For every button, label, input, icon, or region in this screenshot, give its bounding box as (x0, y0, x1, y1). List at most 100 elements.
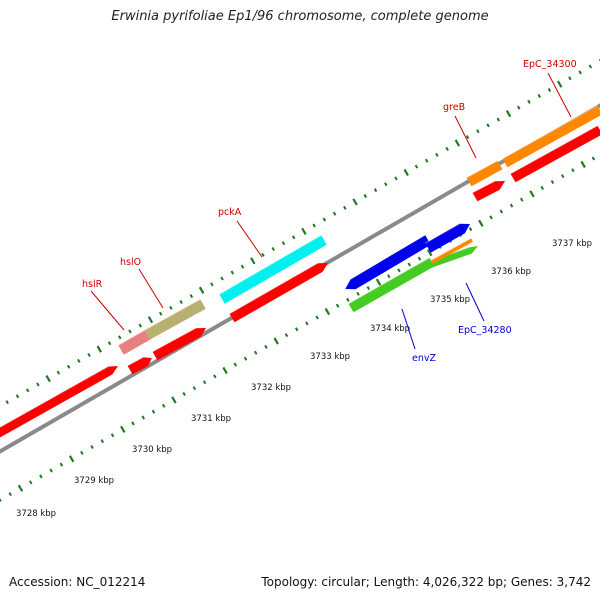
major-tick (505, 110, 512, 118)
major-tick (45, 374, 51, 383)
genome-summary-text: Topology: circular; Length: 4,026,322 bp… (261, 575, 591, 589)
major-tick (68, 455, 75, 463)
gene-label-EpC_34300: EpC_34300 (523, 59, 577, 70)
minor-tick (547, 88, 552, 93)
minor-tick (476, 129, 480, 134)
cds-arrow (510, 125, 600, 183)
leader-line-hslO (138, 268, 164, 309)
major-tick (478, 219, 484, 227)
minor-tick (445, 146, 449, 151)
minor-tick (5, 400, 9, 405)
minor-tick (588, 64, 593, 69)
cds-arrow-highlight (229, 262, 318, 315)
minor-tick (179, 299, 183, 305)
minor-tick (59, 462, 64, 467)
gene-label-hslR: hslR (82, 279, 103, 290)
tick-label-group: 3728 kbp 3729 kbp 3730 kbp 3731 kbp 3732 kbp… (16, 239, 592, 519)
minor-tick (118, 335, 122, 340)
gene-hslO-arrow (144, 299, 206, 340)
tick-label: 3736 kbp (491, 267, 531, 277)
leader-line-hslR (90, 290, 125, 331)
major-tick (250, 257, 256, 265)
gene-envZ-arrow (345, 235, 431, 290)
minor-tick (414, 164, 419, 169)
minor-tick (343, 205, 347, 210)
minor-tick (486, 123, 490, 128)
minor-tick (335, 303, 340, 308)
minor-tick (233, 362, 238, 367)
minor-tick (373, 188, 378, 193)
minor-tick (240, 264, 245, 269)
cds-arrow-highlight (127, 356, 144, 367)
minor-tick (315, 315, 319, 320)
cds-arrow-highlight (152, 327, 196, 353)
minor-tick (230, 270, 235, 275)
tick-label: 3731 kbp (191, 414, 231, 424)
gene-pckA-arrow-highlight (218, 234, 322, 295)
minor-tick (66, 364, 71, 369)
gene-EpC_34300-arrow (502, 105, 600, 168)
gene-label-envZ: envZ (412, 353, 436, 364)
major-tick (426, 249, 433, 257)
major-tick (198, 286, 205, 294)
minor-tick (107, 341, 112, 346)
major-tick (120, 425, 126, 433)
tick-label: 3737 kbp (552, 239, 592, 249)
minor-tick (509, 203, 514, 208)
gene-label-pckA: pckA (218, 207, 242, 218)
minor-tick (87, 352, 91, 358)
minor-tick (527, 99, 531, 104)
gene-hslR-arrow (118, 329, 152, 355)
major-tick (147, 316, 154, 324)
minor-tick (77, 358, 81, 363)
major-tick (352, 198, 358, 206)
minor-tick (264, 344, 268, 349)
minor-tick (305, 321, 309, 326)
minor-tick (243, 356, 248, 361)
tick-label: 3730 kbp (132, 445, 172, 455)
minor-tick (578, 70, 582, 75)
gene-label-greB: greB (443, 102, 465, 113)
minor-tick (397, 268, 401, 273)
minor-tick (220, 276, 224, 281)
major-tick (301, 227, 307, 235)
minor-tick (0, 497, 2, 503)
minor-tick (151, 409, 156, 414)
minor-tick (271, 247, 275, 252)
minor-tick (465, 135, 470, 140)
minor-tick (417, 256, 422, 261)
gene-envZ-arrow-highlight (344, 279, 351, 290)
minor-tick (90, 444, 94, 450)
minor-tick (496, 117, 501, 122)
major-tick (556, 80, 563, 88)
minor-tick (332, 211, 337, 216)
gene-envZ2-arrow-highlight (425, 223, 460, 244)
minor-tick (25, 388, 30, 393)
minor-tick (161, 403, 166, 408)
upper-tick-track (5, 58, 600, 405)
minor-tick (36, 382, 40, 387)
minor-tick (131, 421, 135, 426)
gene-EpC_34280-arrow-highlight (348, 257, 430, 305)
gene-EpC_34280-arrow (348, 257, 435, 313)
cds-arrow (0, 366, 118, 438)
minor-tick (517, 105, 521, 110)
minor-tick (28, 480, 33, 485)
minor-tick (100, 439, 105, 444)
leader-line-envZ (401, 308, 416, 350)
minor-tick (568, 76, 572, 81)
gene-label-hslO: hslO (120, 257, 141, 268)
tick-label: 3734 kbp (370, 324, 410, 334)
minor-tick (49, 468, 53, 473)
leader-line-pckA (236, 220, 263, 258)
minor-tick (261, 252, 265, 257)
minor-tick (189, 294, 194, 299)
minor-tick (8, 492, 12, 497)
minor-tick (571, 168, 575, 173)
major-tick (403, 168, 409, 177)
leader-line-greB (454, 115, 477, 159)
gene-EpC_34300-arrow-highlight (502, 105, 598, 160)
minor-tick (468, 227, 473, 232)
cds-arrow-highlight (472, 180, 495, 194)
